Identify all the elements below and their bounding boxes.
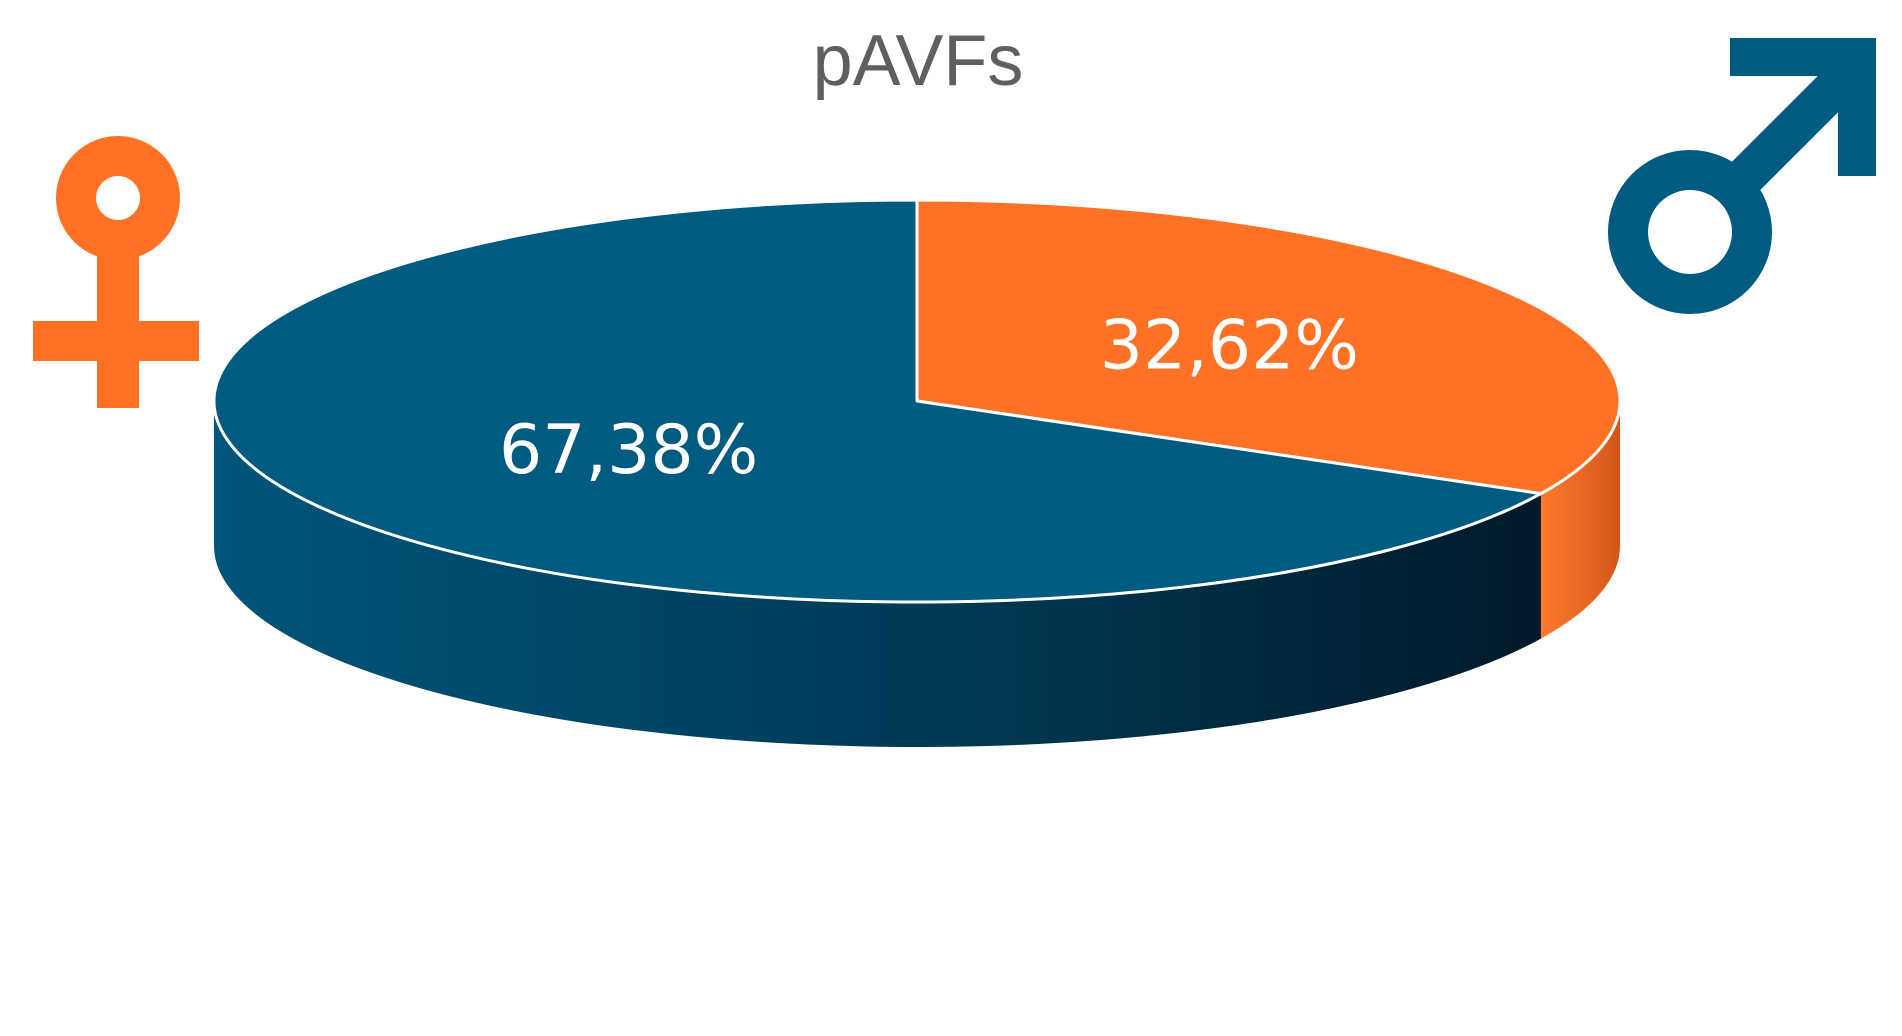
pie-slice-1 [212,198,1543,604]
pie-group: 32,62% 67,38% [212,198,1622,747]
pie-slice-0 [915,198,1622,496]
pie-slice-side-0 [1540,401,1620,639]
pie-slice-side-1 [214,401,1541,747]
slice-label-0: 32,62% [1100,307,1359,386]
slice-label-1: 67,38% [499,411,758,490]
female-symbol-icon [33,136,199,408]
chart-title: pAVFs [813,21,1024,101]
male-symbol-icon [1608,38,1876,314]
